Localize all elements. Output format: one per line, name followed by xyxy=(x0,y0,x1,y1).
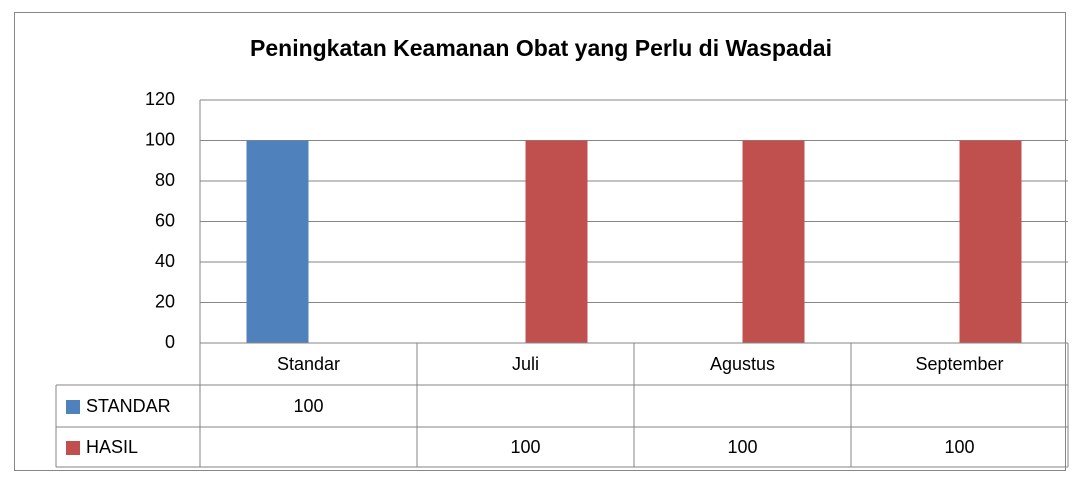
table-value: 100 xyxy=(944,437,974,457)
y-tick-label: 0 xyxy=(165,332,175,352)
legend-label: HASIL xyxy=(86,437,138,457)
chart-title: Peningkatan Keamanan Obat yang Perlu di … xyxy=(250,35,832,61)
y-tick-label: 80 xyxy=(155,170,175,190)
legend-key xyxy=(66,441,80,455)
y-tick-label: 120 xyxy=(145,89,175,109)
y-tick-label: 20 xyxy=(155,291,175,311)
legend-key xyxy=(66,400,80,414)
y-tick-label: 60 xyxy=(155,210,175,230)
table-value: 100 xyxy=(293,396,323,416)
legend-label: STANDAR xyxy=(86,396,171,416)
bar xyxy=(959,140,1022,343)
table-value: 100 xyxy=(727,437,757,457)
bar xyxy=(525,140,588,343)
table-value: 100 xyxy=(510,437,540,457)
x-tick-label: Juli xyxy=(512,354,539,374)
y-tick-label: 40 xyxy=(155,251,175,271)
x-tick-label: Standar xyxy=(277,354,340,374)
bar xyxy=(246,140,309,343)
bar xyxy=(742,140,805,343)
y-tick-label: 100 xyxy=(145,129,175,149)
x-tick-label: Agustus xyxy=(710,354,775,374)
x-tick-label: September xyxy=(915,354,1003,374)
